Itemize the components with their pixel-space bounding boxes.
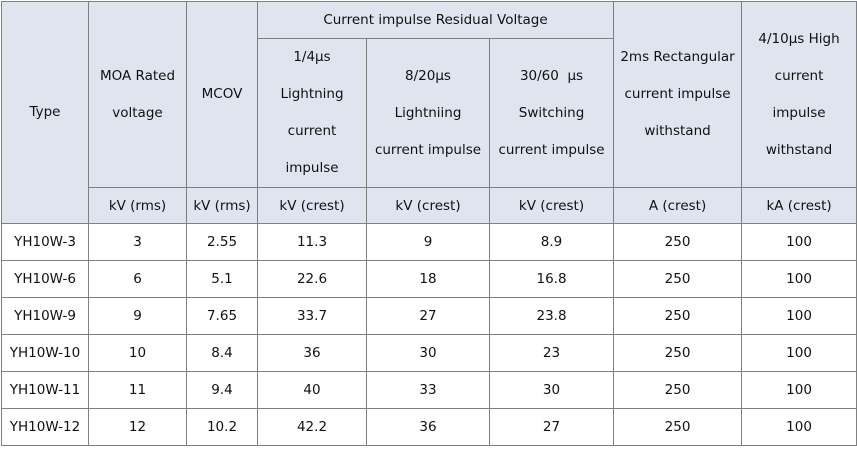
value-cell: 100 bbox=[741, 297, 857, 335]
table-body: YH10W-3 3 2.55 11.3 9 8.9 250 100 YH10W-6 6 5.1 22.… bbox=[1, 223, 857, 446]
value-cell: 23 bbox=[488, 334, 615, 372]
data-row: YH10W-9 9 7.65 33.7 27 23.8 250 100 bbox=[1, 297, 857, 335]
value-cell: 10.2 bbox=[186, 408, 258, 446]
value-cell: 9 bbox=[88, 297, 187, 335]
value-cell: 100 bbox=[741, 371, 857, 409]
type-cell: YH10W-11 bbox=[1, 371, 89, 409]
header-line: withstand bbox=[644, 123, 711, 139]
header-line: voltage bbox=[112, 104, 163, 121]
value-cell: 100 bbox=[741, 334, 857, 372]
header-line: MOA Rated bbox=[99, 67, 176, 84]
header-line: Lightniing bbox=[394, 104, 462, 121]
type-cell: YH10W-3 bbox=[1, 223, 89, 261]
unit-cell: kV (crest) bbox=[366, 187, 490, 224]
unit-cell: kV (crest) bbox=[257, 187, 367, 224]
data-row: YH10W-6 6 5.1 22.6 18 16.8 250 100 bbox=[1, 260, 857, 298]
value-cell: 250 bbox=[613, 371, 743, 409]
data-row: YH10W-3 3 2.55 11.3 9 8.9 250 100 bbox=[1, 223, 857, 261]
value-cell: 30 bbox=[366, 334, 490, 372]
value-cell: 250 bbox=[613, 334, 743, 372]
spec-table: Type MOA Rated voltage MCOV Current impulse … bbox=[1, 1, 857, 446]
value-cell: 40 bbox=[257, 371, 367, 409]
header-cell: MOA Rated voltage bbox=[88, 1, 187, 188]
header-line: 30/60 μs bbox=[519, 67, 584, 84]
unit-cell: A (crest) bbox=[613, 187, 743, 224]
header-row: Type MOA Rated voltage MCOV Current impulse … bbox=[1, 1, 857, 224]
header-line: Switching bbox=[518, 104, 585, 121]
type-cell: YH10W-9 bbox=[1, 297, 89, 335]
value-cell: 2.55 bbox=[186, 223, 258, 261]
header-cell: Type bbox=[1, 1, 89, 224]
unit-cell: kA (crest) bbox=[741, 187, 857, 224]
value-cell: 33.7 bbox=[257, 297, 367, 335]
value-cell: 250 bbox=[613, 297, 743, 335]
header-row: 1/4μs Lightning current impulse 8/20μs Lightn… bbox=[2, 38, 857, 188]
header-line: 2ms Rectangular bbox=[620, 49, 735, 65]
header-line: 1/4μs bbox=[293, 49, 331, 65]
unit-cell: kV (rms) bbox=[88, 187, 187, 224]
unit-cell: kV (crest) bbox=[488, 187, 615, 224]
value-cell: 100 bbox=[741, 223, 857, 261]
header-cell: MCOV bbox=[186, 1, 258, 188]
unit-cell: kV (rms) bbox=[186, 187, 258, 224]
header-line: Lightning bbox=[280, 86, 344, 102]
value-cell: 9.4 bbox=[186, 371, 258, 409]
value-cell: 27 bbox=[366, 297, 490, 335]
value-cell: 27 bbox=[488, 408, 615, 446]
value-cell: 5.1 bbox=[186, 260, 258, 298]
value-cell: 100 bbox=[741, 408, 857, 446]
value-cell: 250 bbox=[613, 408, 743, 446]
header-cell: 2ms Rectangular current impulse withstand bbox=[613, 1, 743, 188]
type-cell: YH10W-12 bbox=[1, 408, 89, 446]
value-cell: 10 bbox=[88, 334, 187, 372]
value-cell: 11.3 bbox=[257, 223, 367, 261]
header-line: Type bbox=[29, 104, 61, 120]
value-cell: 18 bbox=[366, 260, 490, 298]
header-line: impulse bbox=[285, 160, 339, 176]
header-cell: 8/20μs Lightniing current impulse bbox=[366, 38, 490, 188]
table-header: Type MOA Rated voltage MCOV Current impulse … bbox=[1, 1, 857, 224]
type-cell: YH10W-6 bbox=[1, 260, 89, 298]
data-row: YH10W-11 11 9.4 40 33 30 250 100 bbox=[1, 371, 857, 409]
value-cell: 7.65 bbox=[186, 297, 258, 335]
value-cell: 100 bbox=[741, 260, 857, 298]
value-cell: 42.2 bbox=[257, 408, 367, 446]
value-cell: 8.9 bbox=[488, 223, 615, 261]
header-line: MCOV bbox=[201, 86, 243, 102]
value-cell: 16.8 bbox=[488, 260, 615, 298]
header-cell: 4/10μs High current impulse withstand bbox=[741, 1, 857, 188]
header-line: 8/20μs bbox=[405, 67, 451, 84]
header-line: impulse bbox=[772, 104, 826, 121]
header-line: withstand bbox=[765, 141, 833, 158]
data-row: YH10W-12 12 10.2 42.2 36 27 250 100 bbox=[1, 408, 857, 446]
value-cell: 250 bbox=[613, 223, 743, 261]
header-line: current impulse bbox=[374, 141, 482, 158]
value-cell: 33 bbox=[366, 371, 490, 409]
value-cell: 11 bbox=[88, 371, 187, 409]
type-cell: YH10W-10 bbox=[1, 334, 89, 372]
value-cell: 6 bbox=[88, 260, 187, 298]
header-line: current bbox=[287, 123, 337, 139]
value-cell: 9 bbox=[366, 223, 490, 261]
header-cell: 1/4μs Lightning current impulse bbox=[257, 38, 367, 188]
value-cell: 12 bbox=[88, 408, 187, 446]
header-line: current impulse bbox=[498, 141, 605, 158]
group-header: Current impulse Residual Voltage bbox=[256, 1, 615, 39]
value-cell: 30 bbox=[488, 371, 615, 409]
header-line: current impulse bbox=[624, 86, 731, 102]
value-cell: 23.8 bbox=[488, 297, 615, 335]
value-cell: 3 bbox=[88, 223, 187, 261]
value-cell: 36 bbox=[366, 408, 490, 446]
value-cell: 22.6 bbox=[257, 260, 367, 298]
header-cell: 30/60 μs Switching current impulse bbox=[488, 38, 615, 188]
header-line: current bbox=[774, 67, 824, 84]
value-cell: 36 bbox=[257, 334, 367, 372]
header-line: 4/10μs High bbox=[758, 30, 840, 47]
value-cell: 8.4 bbox=[186, 334, 258, 372]
data-row: YH10W-10 10 8.4 36 30 23 250 100 bbox=[1, 334, 857, 372]
unit-row: kV (rms) kV (rms) kV (crest) kV (crest) kV (… bbox=[2, 187, 857, 224]
value-cell: 250 bbox=[613, 260, 743, 298]
